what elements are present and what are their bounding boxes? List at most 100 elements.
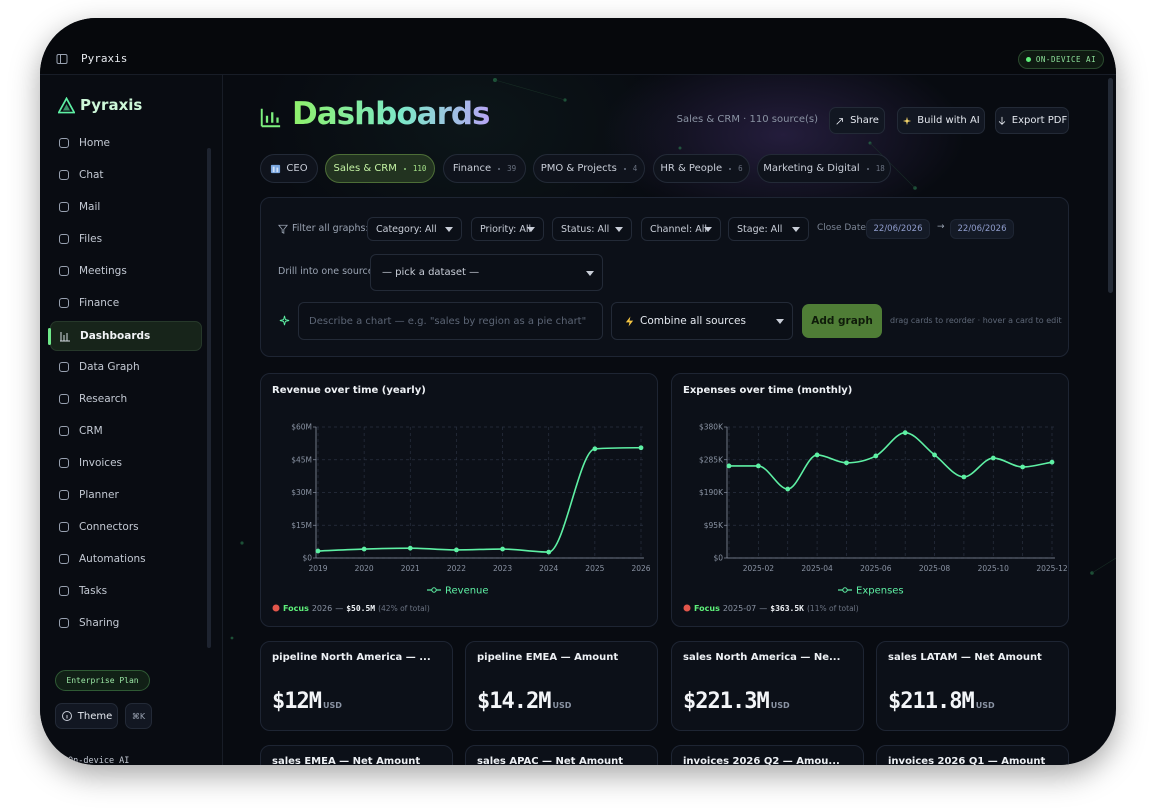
kpi-card[interactable]: sales North America — Ne... $221.3M USD xyxy=(671,641,864,731)
nav-item[interactable]: Connectors xyxy=(50,513,202,543)
focus-label: Focus xyxy=(694,604,720,613)
brand-name: Pyraxis xyxy=(80,96,143,114)
tab-count: 39 xyxy=(507,164,517,173)
x-tick-label: 2019 xyxy=(308,564,327,573)
on-device-badge: ON-DEVICE AI xyxy=(1018,50,1104,69)
status-dot xyxy=(58,760,63,765)
combine-select[interactable]: Combine all sources xyxy=(611,302,793,340)
y-tick-label: $60M xyxy=(291,423,312,432)
nav-item[interactable]: Data Graph xyxy=(50,353,202,383)
nav-label: Planner xyxy=(79,489,119,501)
dashboard-tab[interactable]: PMO & Projects 4 xyxy=(533,154,645,183)
kpi-card[interactable]: pipeline North America — ... $12M USD xyxy=(260,641,453,731)
nav-item[interactable]: Automations xyxy=(50,545,202,575)
kpi-unit: USD xyxy=(322,701,342,710)
nav-icon xyxy=(59,554,69,564)
kpi-card[interactable]: sales APAC — Net Amount xyxy=(465,745,658,765)
date-input[interactable]: 22/06/2026 xyxy=(950,219,1014,239)
dashboard-tab[interactable]: Sales & CRM 110 xyxy=(325,154,435,183)
nav-item[interactable]: Planner xyxy=(50,481,202,511)
y-tick-label: $285K xyxy=(699,455,724,464)
focus-line: Focus 2026— $50.5M (42% of total) xyxy=(283,604,430,613)
nav-item[interactable]: Files xyxy=(50,225,202,255)
nav-icon xyxy=(59,426,69,436)
dashboard-tab[interactable]: CEO xyxy=(260,154,318,183)
chart: Revenue over time (yearly) 2019 2020 2021 20… xyxy=(272,385,651,613)
composer-hint: drag cards to reorder · hover a card to … xyxy=(890,316,1062,325)
filter-select[interactable]: Priority: All xyxy=(471,217,544,241)
kpi-card[interactable]: sales EMEA — Net Amount xyxy=(260,745,453,765)
x-tick-label: 2022 xyxy=(447,564,466,573)
dashboard-tab[interactable]: Finance 39 xyxy=(443,154,526,183)
add-graph-button[interactable]: Add graph xyxy=(802,304,882,338)
nav-item[interactable]: CRM xyxy=(50,417,202,447)
chart-prompt-input[interactable]: Describe a chart — e.g. "sales by region… xyxy=(298,302,603,340)
data-point xyxy=(755,463,761,469)
nav-item[interactable]: Sharing xyxy=(50,609,202,639)
x-tick-label: 2021 xyxy=(401,564,420,573)
x-tick-label: 2025-02 xyxy=(743,564,775,573)
filter-select[interactable]: Category: All xyxy=(367,217,462,241)
nav-icon xyxy=(59,138,69,148)
nav-item[interactable]: Mail xyxy=(50,193,202,223)
page-title: Dashboards xyxy=(292,96,491,132)
line-series xyxy=(317,446,642,553)
sidebar-toggle xyxy=(56,54,68,64)
kpi-unit: USD xyxy=(770,701,790,710)
date-input[interactable]: 22/06/2026 xyxy=(866,219,930,239)
focus-value: $50.5M xyxy=(346,604,375,613)
dashboard-tab[interactable]: Marketing & Digital 18 xyxy=(757,154,891,183)
kpi-card[interactable]: pipeline EMEA — Amount $14.2M USD xyxy=(465,641,658,731)
nav-item[interactable]: Tasks xyxy=(50,577,202,607)
nav-item[interactable]: Finance xyxy=(50,289,202,319)
dashboard-tab[interactable]: HR & People 6 xyxy=(653,154,750,183)
nav-icon xyxy=(59,490,69,500)
theme-button[interactable]: Theme xyxy=(55,703,118,729)
data-point xyxy=(873,453,879,459)
shortcut-button[interactable]: ⌘K xyxy=(125,703,152,729)
filter-select[interactable]: Stage: All xyxy=(728,217,809,241)
focus-share: (42% of total) xyxy=(378,604,430,613)
nav-item[interactable]: Invoices xyxy=(50,449,202,479)
filter-select[interactable]: Status: All xyxy=(552,217,632,241)
nav-item[interactable]: Dashboards xyxy=(48,321,202,351)
tab-count: 6 xyxy=(738,164,743,173)
tab-dot xyxy=(403,167,406,170)
date-arrow: → xyxy=(937,222,945,232)
dataset-select[interactable]: — pick a dataset — xyxy=(370,254,603,291)
filter-select[interactable]: Channel: All xyxy=(641,217,721,241)
nav-item[interactable]: Research xyxy=(50,385,202,415)
kpi-unit: USD xyxy=(975,701,995,710)
kpi-card[interactable]: sales LATAM — Net Amount $211.8M USD xyxy=(876,641,1069,731)
nav-icon xyxy=(59,458,69,468)
nav-item[interactable]: Meetings xyxy=(50,257,202,287)
action-button[interactable]: Export PDF xyxy=(995,107,1069,134)
nav-item[interactable]: Home xyxy=(50,129,202,159)
theme-icon xyxy=(61,711,72,721)
kpi-title: sales EMEA — Net Amount xyxy=(272,756,421,765)
network-decoration xyxy=(230,78,1116,640)
kpi-card[interactable]: invoices 2026 Q2 — Amou... xyxy=(671,745,864,765)
data-point xyxy=(932,452,937,458)
combine-label: Combine all sources xyxy=(640,315,746,327)
kpi-title: invoices 2026 Q1 — Amount xyxy=(888,756,1046,765)
nav-label: Chat xyxy=(79,169,104,181)
nav-label: Tasks xyxy=(79,585,108,597)
focus-separator: — xyxy=(335,604,343,613)
nav-icon xyxy=(59,202,69,212)
kpi-card[interactable]: invoices 2026 Q1 — Amount xyxy=(876,745,1069,765)
theme-label: Theme xyxy=(77,710,113,722)
action-label: Export PDF xyxy=(1011,115,1068,126)
action-button[interactable]: Build with AI xyxy=(897,107,985,134)
action-icon xyxy=(998,116,1006,125)
nav-icon xyxy=(59,266,69,276)
focus-label: Focus xyxy=(283,604,309,613)
nav-item[interactable]: Chat xyxy=(50,161,202,191)
chart-card: Revenue over time (yearly) 2019 2020 2021 20… xyxy=(260,373,658,627)
kpi-value-row: $221.3M USD xyxy=(683,689,790,714)
x-tick-label: 2024 xyxy=(539,564,558,573)
legend-swatch-dot xyxy=(842,587,848,593)
nav-icon xyxy=(59,298,69,308)
action-button[interactable]: Share xyxy=(829,107,885,134)
